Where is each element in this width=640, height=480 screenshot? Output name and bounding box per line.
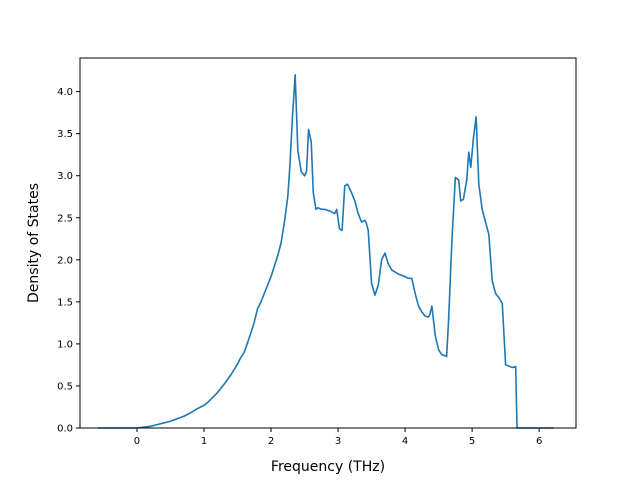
- x-tick-label: 6: [536, 436, 542, 447]
- y-tick-label: 1.5: [57, 297, 73, 308]
- x-tick-label: 0: [134, 436, 140, 447]
- y-tick-label: 0.0: [57, 424, 73, 435]
- x-axis-label: Frequency (THz): [271, 459, 385, 475]
- plot-area-frame: [79, 57, 577, 429]
- dos-series-line: [98, 74, 554, 429]
- y-axis-ticks: 0.0 0.5 1.0 1.5 2.0 2.5 3.0 3.5 4.0: [57, 87, 80, 435]
- y-tick-label: 3.5: [57, 129, 73, 140]
- y-tick-label: 2.0: [57, 255, 73, 266]
- y-tick-label: 1.0: [57, 339, 73, 350]
- y-tick-label: 4.0: [57, 87, 73, 98]
- x-tick-label: 5: [469, 436, 475, 447]
- x-tick-label: 3: [335, 436, 341, 447]
- x-axis-ticks: 0 1 2 3 4 5 6: [134, 428, 542, 447]
- x-tick-label: 4: [402, 436, 408, 447]
- y-tick-label: 3.0: [57, 171, 73, 182]
- y-tick-label: 0.5: [57, 381, 73, 392]
- x-tick-label: 1: [201, 436, 207, 447]
- y-tick-label: 2.5: [57, 213, 73, 224]
- x-tick-label: 2: [268, 436, 274, 447]
- y-axis-label: Density of States: [26, 183, 42, 303]
